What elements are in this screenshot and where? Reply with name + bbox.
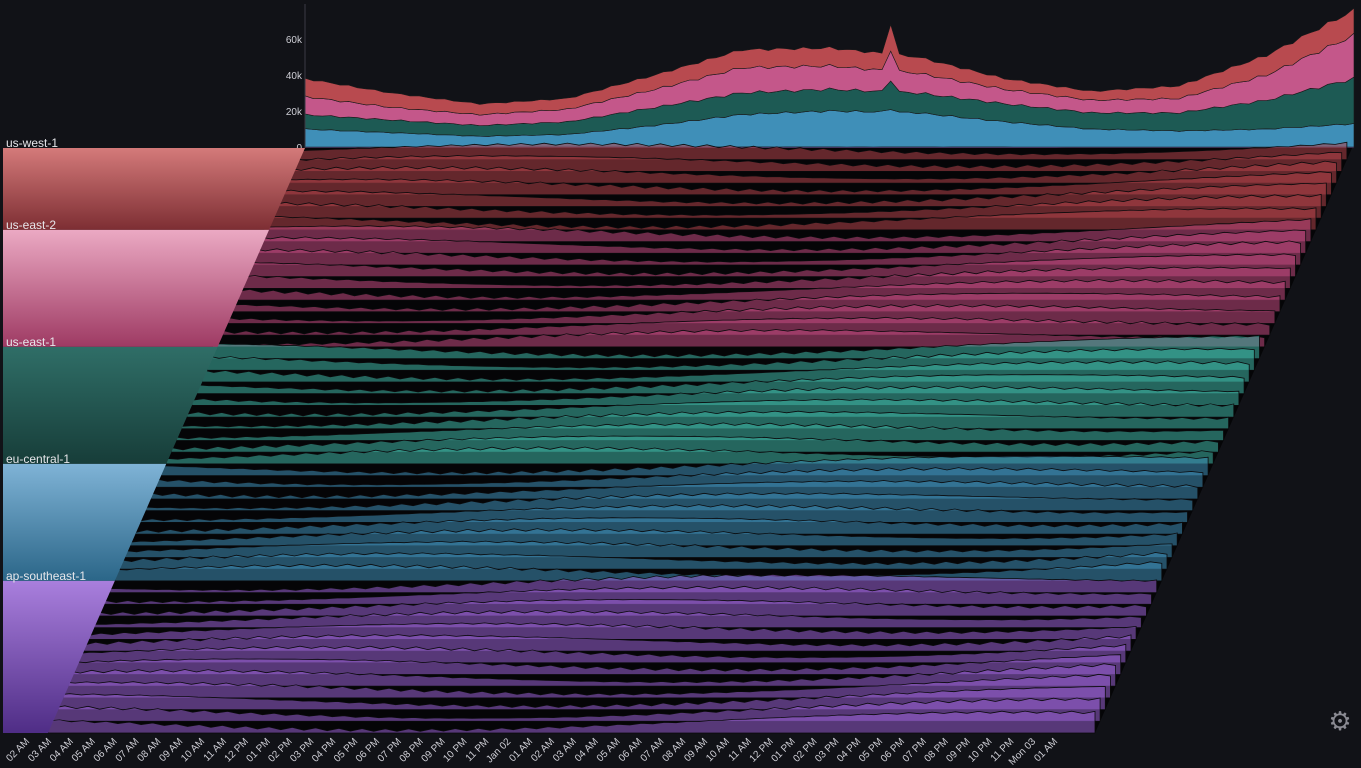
- ridge-as1-3: [78, 643, 1127, 664]
- region-band-us-east-1: [3, 346, 218, 464]
- ridge-as1-7: [99, 598, 1147, 617]
- ridge-uw1-5: [294, 151, 1343, 172]
- y-tick-label: 60k: [286, 35, 303, 46]
- ridge-as1-0: [47, 710, 1096, 734]
- ridge-ue2-0: [217, 329, 1265, 348]
- ridge-uw1-0: [268, 207, 1317, 231]
- ridge-ue1-1: [171, 435, 1219, 453]
- ridge-ue2-1: [222, 316, 1271, 336]
- x-tick-label: 03 PM: [813, 736, 841, 764]
- region-band-us-west-1: [3, 148, 305, 230]
- ridge-uw1-6: [299, 141, 1348, 161]
- ridge-ec1-6: [145, 492, 1194, 512]
- x-tick-label: 12 PM: [748, 736, 776, 764]
- ridge-ue1-4: [186, 398, 1235, 418]
- ridge-as1-6: [93, 609, 1142, 629]
- x-tick-label: 01 AM: [1032, 736, 1060, 764]
- x-tick-label: 07 AM: [114, 736, 142, 764]
- ridge-ue1-3: [181, 410, 1229, 430]
- x-tick-label: 06 PM: [879, 736, 907, 764]
- x-tick-label: 06 AM: [92, 736, 120, 764]
- x-tick-label: 09 AM: [157, 736, 185, 764]
- ridge-ec1-4: [135, 517, 1183, 535]
- x-tick-label: 05 PM: [332, 736, 360, 764]
- x-tick-label: 07 PM: [901, 736, 929, 764]
- ridge-ue2-8: [258, 229, 1307, 254]
- x-tick-label: 12 PM: [223, 736, 251, 764]
- x-tick-label: 03 AM: [551, 736, 579, 764]
- x-tick-label: 02 AM: [529, 736, 557, 764]
- x-tick-label: 04 AM: [573, 736, 601, 764]
- region-label-eu-central-1: eu-central-1: [6, 452, 70, 466]
- x-tick-label: 09 PM: [419, 736, 447, 764]
- ridge-ue1-2: [176, 422, 1224, 441]
- ridge-ue2-9: [263, 218, 1312, 242]
- ridge-uw1-2: [278, 182, 1327, 207]
- ridge-as1-8: [104, 585, 1152, 605]
- x-tick-label: 02 PM: [791, 736, 819, 764]
- ridge-ec1-5: [140, 504, 1188, 523]
- overview-series-us-west-1: [304, 7, 1355, 116]
- x-tick-label: 01 AM: [507, 736, 535, 764]
- overview-area-chart: 020k40k60k: [286, 4, 1355, 154]
- ridge-ec1-7: [150, 480, 1199, 500]
- region-band-us-east-2: [3, 229, 270, 347]
- x-tick-label: 10 AM: [704, 736, 732, 764]
- x-tick-label: 10 AM: [179, 736, 207, 764]
- x-tick-label: 07 PM: [376, 736, 404, 764]
- ridge-ec1-1: [119, 552, 1168, 570]
- ridge-rows: [47, 141, 1348, 734]
- ridge-uw1-1: [273, 193, 1322, 219]
- x-tick-label: Jan 02: [484, 736, 513, 765]
- x-tick-label: 06 AM: [617, 736, 645, 764]
- x-tick-label: 09 PM: [944, 736, 972, 764]
- x-tick-label: 01 PM: [245, 736, 273, 764]
- x-tick-label: 04 PM: [835, 736, 863, 764]
- ridge-uw1-3: [284, 171, 1332, 196]
- region-band-ap-southeast-1: [3, 580, 115, 733]
- x-tick-label: 07 AM: [639, 736, 667, 764]
- ridge-ec1-3: [129, 528, 1178, 547]
- x-tick-label: 04 PM: [310, 736, 338, 764]
- x-tick-label: 01 PM: [769, 736, 797, 764]
- x-tick-label: 08 AM: [136, 736, 164, 764]
- x-tick-label: 03 AM: [26, 736, 54, 764]
- region-band-eu-central-1: [3, 463, 167, 581]
- region-label-us-east-1: us-east-1: [6, 335, 56, 349]
- x-tick-label: 08 PM: [398, 736, 426, 764]
- ridge-as1-10: [57, 686, 1106, 710]
- ridge-ue1-9: [212, 334, 1260, 359]
- x-tick-label: 10 PM: [441, 736, 469, 764]
- x-tick-label: 08 PM: [923, 736, 951, 764]
- gear-icon[interactable]: ⚙: [1328, 707, 1352, 737]
- region-label-us-east-2: us-east-2: [6, 218, 56, 232]
- ridge-as1-2: [73, 654, 1122, 675]
- x-tick-label: 04 AM: [48, 736, 76, 764]
- x-tick-label: 05 AM: [70, 736, 98, 764]
- y-tick-label: 20k: [286, 107, 303, 118]
- x-tick-label: 02 PM: [266, 736, 294, 764]
- ridge-ue2-2: [227, 304, 1276, 324]
- y-tick-label: 40k: [286, 71, 303, 82]
- ridge-as1-12: [68, 663, 1116, 687]
- ridge-as1-9: [109, 573, 1158, 593]
- x-tick-label: 08 AM: [660, 736, 688, 764]
- x-tick-label: 09 AM: [682, 736, 710, 764]
- x-tick-label: 06 PM: [354, 736, 382, 764]
- region-label-us-west-1: us-west-1: [6, 136, 58, 150]
- ridge-as1-11: [63, 673, 1111, 699]
- x-tick-label: 05 PM: [857, 736, 885, 764]
- x-tick-label: 02 AM: [4, 736, 32, 764]
- ridge-ec1-2: [124, 540, 1173, 558]
- x-tick-label: 03 PM: [288, 736, 316, 764]
- ridge-uw1-4: [289, 160, 1337, 184]
- ridge-ec1-0: [114, 561, 1163, 582]
- region-label-ap-southeast-1: ap-southeast-1: [6, 569, 86, 583]
- ridge-ue2-7: [253, 240, 1301, 266]
- x-tick-label: 10 PM: [966, 736, 994, 764]
- x-tick-label: 05 AM: [595, 736, 623, 764]
